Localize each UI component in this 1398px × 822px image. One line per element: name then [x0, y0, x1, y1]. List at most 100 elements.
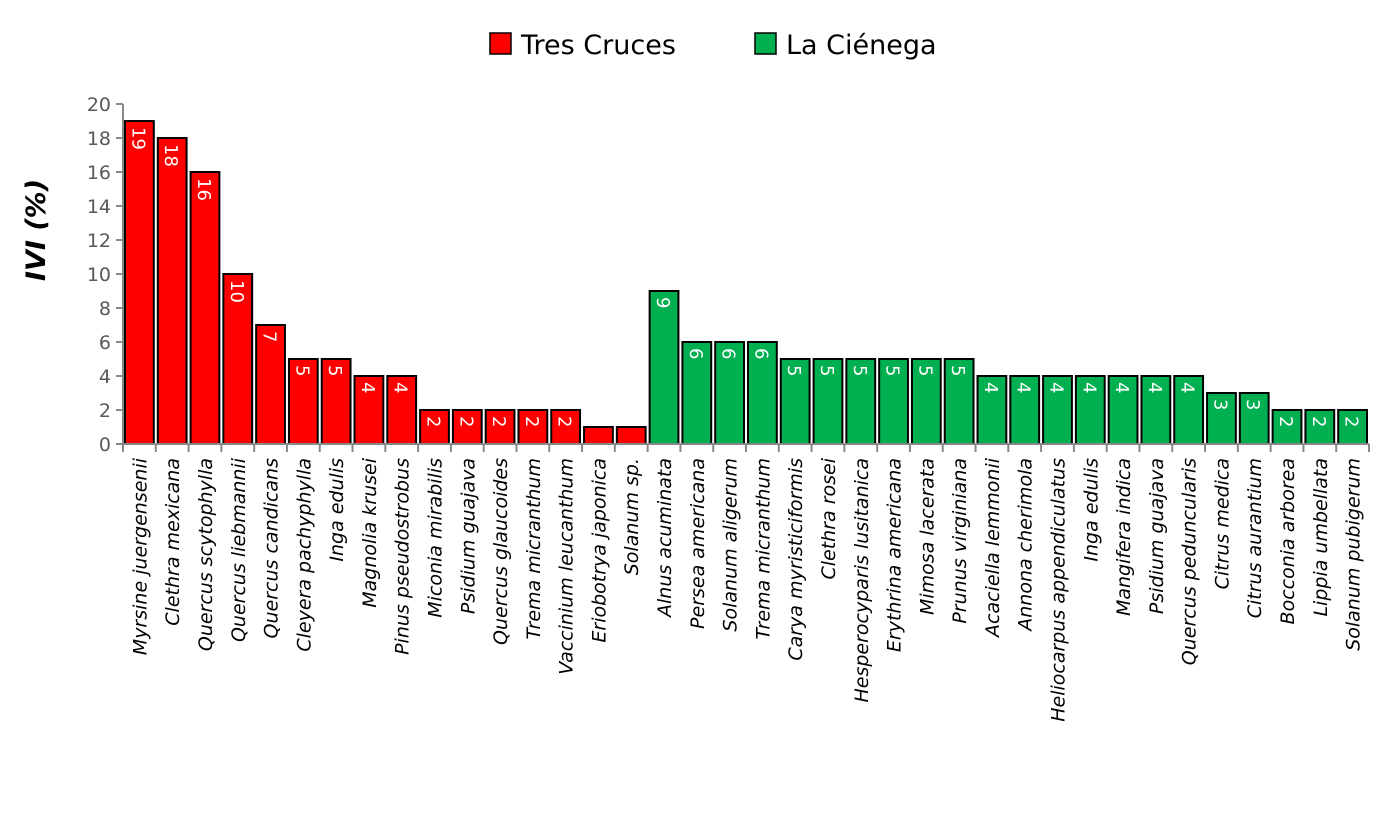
x-tick-label: Alnus acuminata — [654, 458, 676, 619]
data-label: 6 — [718, 348, 739, 359]
data-label: 10 — [226, 280, 247, 303]
bar — [976, 375, 1008, 445]
y-tick-label: 0 — [99, 434, 111, 456]
bar — [287, 358, 319, 445]
bar — [845, 358, 877, 445]
x-tick-label: Myrsine juergensenii — [129, 457, 151, 655]
x-tick-label: Heliocarpus appendiculatus — [1048, 458, 1070, 722]
x-tick-label: Quercus peduncularis — [1179, 458, 1201, 665]
x-axis: Myrsine juergensenii Clethra mexicana Quer… — [122, 443, 1370, 722]
bar — [222, 273, 254, 445]
y-tick-label: 8 — [99, 298, 111, 320]
data-label: 18 — [160, 144, 181, 167]
x-tick-label: Clethra rosei — [818, 457, 840, 579]
x-tick-label: Pinus pseudostrobus — [392, 458, 414, 655]
bar — [615, 426, 647, 445]
data-label: 9 — [652, 297, 673, 308]
x-tick-label: Mimosa lacerata — [916, 458, 938, 615]
y-axis: 0 2 4 6 8 10 12 14 16 18 20 — [87, 94, 124, 456]
data-label: 6 — [750, 348, 771, 359]
data-label: 5 — [816, 365, 837, 376]
data-label: 7 — [259, 331, 280, 342]
data-label: 4 — [1013, 382, 1034, 393]
x-tick-label: Quercus glaucoides — [490, 458, 512, 645]
data-label: 5 — [783, 365, 804, 376]
bar — [648, 290, 680, 445]
data-label: 5 — [849, 365, 870, 376]
data-label: 4 — [1144, 382, 1165, 393]
x-tick-label: Quercus candicans — [261, 458, 283, 639]
data-label: 16 — [193, 178, 214, 201]
y-tick-label: 2 — [99, 400, 111, 422]
x-tick-label: Solanum sp. — [621, 458, 643, 575]
x-tick-label: Persea americana — [687, 458, 709, 629]
bar — [1042, 375, 1073, 445]
y-tick-label: 18 — [87, 128, 111, 150]
y-tick-label: 14 — [87, 196, 111, 218]
data-label: 4 — [357, 382, 378, 393]
data-label: 2 — [1308, 416, 1329, 427]
x-tick-label: Trema micranthum — [523, 458, 545, 640]
bar — [451, 409, 483, 445]
y-tick-label: 10 — [87, 264, 111, 286]
x-tick-label: Citrus medica — [1211, 458, 1233, 589]
x-tick-label: Vaccinium leucanthum — [556, 458, 578, 675]
data-label: 4 — [1078, 382, 1099, 393]
bar — [189, 171, 221, 445]
y-tick-label: 20 — [87, 94, 111, 116]
x-tick-label: Citrus aurantium — [1244, 458, 1266, 618]
x-tick-label: Clethra mexicana — [162, 458, 184, 626]
data-label: 4 — [390, 382, 411, 393]
x-tick-label: Psidium guajava — [1146, 458, 1168, 614]
data-label: 2 — [488, 416, 509, 427]
bar — [1206, 392, 1237, 445]
x-tick-label: Trema micranthum — [752, 458, 774, 640]
x-tick-label: Acaciella lemmonii — [982, 457, 1004, 639]
x-tick-label: Inga edulis — [326, 458, 348, 562]
y-axis-title: IVI (%) — [21, 179, 52, 281]
x-tick-label: Annona cherimola — [1015, 458, 1037, 633]
data-label: 2 — [521, 416, 542, 427]
bar — [943, 358, 975, 445]
data-label: 3 — [1242, 399, 1263, 410]
legend-swatch-tres-cruces — [489, 32, 512, 55]
legend-label-tres-cruces: Tres Cruces — [520, 30, 676, 61]
data-label: 2 — [423, 416, 444, 427]
data-label: 6 — [685, 348, 706, 359]
bar — [255, 324, 286, 445]
bar — [550, 409, 582, 445]
data-label: 2 — [1341, 416, 1362, 427]
data-label: 2 — [554, 416, 575, 427]
data-label: 5 — [947, 365, 968, 376]
x-tick-label: Quercus scytophylla — [195, 458, 217, 651]
data-label: 4 — [1046, 382, 1067, 393]
x-tick-label: Solanum aligerum — [720, 458, 742, 632]
bar — [353, 375, 385, 445]
data-label: 4 — [980, 382, 1001, 393]
bar — [124, 120, 155, 445]
x-tick-label: Eriobotrya japonica — [588, 458, 610, 643]
x-tick-label: Carya myristiciformis — [785, 458, 807, 661]
y-tick-label: 6 — [99, 332, 111, 354]
bar — [156, 137, 188, 445]
bar — [1238, 392, 1270, 445]
legend-label-la-cienega: La Ciénega — [786, 30, 937, 61]
x-tick-label: Miconia mirabilis — [425, 458, 447, 618]
legend: Tres Cruces La Ciénega — [489, 30, 937, 61]
y-tick-label: 12 — [87, 230, 111, 252]
x-tick-label: Prunus virginiana — [949, 458, 971, 624]
data-label: 2 — [455, 416, 476, 427]
x-tick-label: Lippia umbellata — [1310, 458, 1332, 617]
bar — [1173, 375, 1205, 445]
bar — [878, 358, 909, 445]
data-label: 5 — [324, 365, 345, 376]
data-label: 2 — [1275, 416, 1296, 427]
data-label: 5 — [882, 365, 903, 376]
data-label: 5 — [291, 365, 312, 376]
x-tick-label: Cleyera pachyphylla — [293, 458, 315, 652]
y-tick-label: 16 — [87, 162, 111, 184]
data-label: 3 — [1209, 399, 1230, 410]
y-tick-label: 4 — [99, 366, 111, 388]
x-tick-label: Mangifera indica — [1113, 458, 1135, 616]
